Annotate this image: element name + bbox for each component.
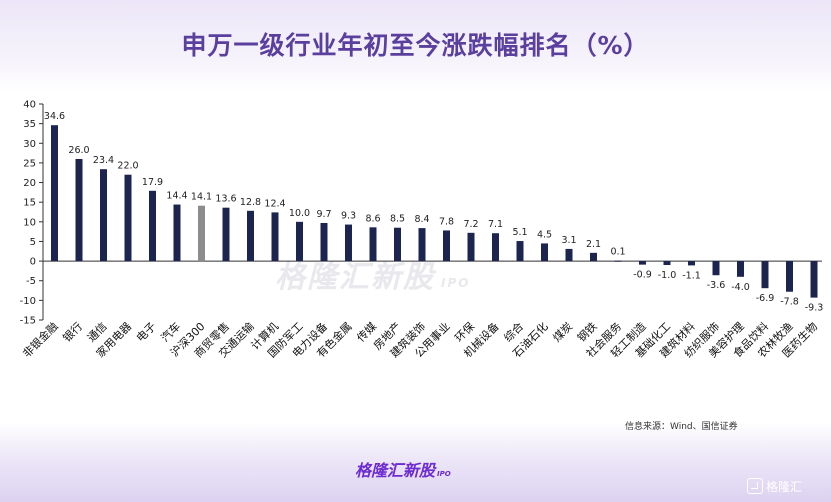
bar [271, 212, 279, 262]
bar [443, 230, 450, 262]
y-tick-label: -15 [20, 316, 36, 327]
bar-value-label: -7.8 [780, 297, 799, 308]
header-band [0, 0, 831, 92]
bar-value-label: 13.6 [215, 194, 236, 205]
bar-value-label: 8.4 [414, 214, 429, 225]
bar-value-label: 7.1 [488, 219, 503, 230]
bar [369, 227, 377, 262]
brand-text: 格隆汇新股 [355, 461, 436, 480]
bar-value-label: -1.1 [682, 270, 701, 281]
bar-value-label: 14.4 [166, 191, 187, 202]
bar [614, 260, 622, 262]
bar-value-label: 7.2 [463, 219, 478, 230]
y-tick-label: 10 [23, 217, 36, 228]
bar [51, 125, 58, 262]
chart-title: 申万一级行业年初至今涨跌幅排名（%） [181, 31, 650, 60]
bar [663, 261, 671, 266]
y-tick-label: 30 [23, 139, 36, 150]
y-tick-label: 5 [30, 237, 36, 248]
bar-value-label: 7.8 [439, 216, 454, 227]
bar-value-label: 4.5 [537, 229, 552, 240]
bar-value-label: 34.6 [44, 111, 65, 122]
bar-value-label: -9.3 [805, 303, 824, 314]
bar-value-label: -1.0 [658, 270, 677, 281]
bar-value-label: -4.0 [731, 282, 750, 293]
brand-logo: 格隆汇新股 IPO [355, 457, 451, 481]
watermark: 格隆汇新股 IPO [275, 252, 470, 296]
bar-value-label: -3.6 [707, 280, 726, 291]
y-tick-label: 40 [23, 100, 36, 111]
bar-value-label: 8.5 [390, 214, 405, 225]
x-tick-label: 电子 [134, 320, 159, 345]
bar [247, 210, 254, 262]
y-tick-label: 0 [30, 257, 36, 268]
bar [394, 227, 401, 262]
bar [467, 232, 475, 262]
bar-value-label: 2.1 [586, 239, 601, 250]
bar [541, 243, 548, 262]
bar [639, 261, 646, 265]
bar-value-label: 17.9 [142, 177, 163, 188]
bar-value-label: 22.0 [117, 161, 138, 172]
bar [810, 261, 818, 298]
bar-value-label: 9.7 [316, 209, 331, 220]
bar [516, 241, 524, 262]
bar [173, 204, 181, 262]
bar-value-label: 26.0 [68, 145, 89, 156]
logo-icon [747, 478, 763, 494]
x-tick-label: 煤炭 [550, 320, 575, 345]
bar [124, 174, 132, 262]
brand-sub: IPO [437, 470, 451, 478]
bar [345, 224, 352, 262]
bar [149, 190, 156, 262]
bar [688, 261, 695, 266]
bar-value-label: 5.1 [512, 227, 527, 238]
bar [590, 252, 597, 262]
bar [222, 207, 230, 262]
bar-value-label: 0.1 [610, 247, 625, 258]
bar-value-label: 14.1 [191, 192, 212, 203]
y-tick-label: 25 [23, 158, 36, 169]
bar [565, 248, 573, 262]
y-tick-label: -5 [26, 276, 36, 287]
bar-value-label: 9.3 [341, 211, 356, 222]
watermark-sub: IPO [441, 276, 471, 290]
bar [492, 233, 499, 262]
bar [296, 221, 303, 262]
bar-value-label: 12.4 [264, 198, 285, 209]
bar [100, 169, 107, 262]
y-tick-label: 15 [23, 198, 36, 209]
bar-value-label: -6.9 [756, 293, 775, 304]
bar-value-label: 3.1 [561, 235, 576, 246]
corner-logo: 格隆汇 [747, 476, 802, 496]
bar [320, 222, 328, 262]
bar-value-label: 8.6 [365, 213, 380, 224]
footer-band [0, 422, 831, 502]
bar-value-label: -0.9 [633, 270, 652, 281]
watermark-text: 格隆汇新股 [275, 260, 435, 295]
bar [737, 261, 744, 277]
y-tick-label: 20 [23, 178, 36, 189]
bar [198, 205, 205, 262]
bar [761, 261, 769, 289]
y-tick-label: -10 [20, 296, 36, 307]
bar [786, 261, 793, 292]
bar [712, 261, 720, 276]
bar-value-label: 12.8 [240, 197, 261, 208]
bar-value-label: 10.0 [289, 208, 310, 219]
x-tick-label: 银行 [60, 319, 85, 344]
bar [75, 158, 83, 262]
source-note: 信息来源：Wind、国信证券 [625, 422, 738, 432]
bar [418, 228, 426, 262]
y-tick-label: 35 [23, 119, 36, 130]
bar-value-label: 23.4 [93, 155, 114, 166]
logo-text: 格隆汇 [766, 479, 803, 494]
